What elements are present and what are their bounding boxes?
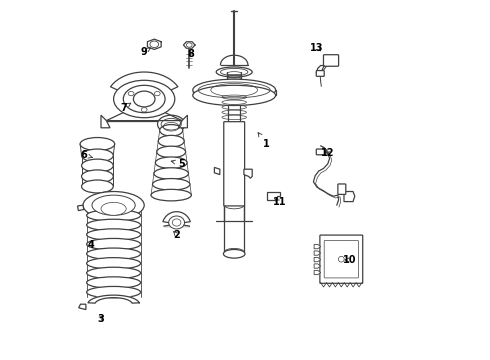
FancyBboxPatch shape <box>338 184 346 194</box>
Text: 2: 2 <box>173 230 180 240</box>
Polygon shape <box>344 192 355 202</box>
Text: 1: 1 <box>258 132 270 149</box>
Text: 12: 12 <box>321 148 335 158</box>
Polygon shape <box>147 39 161 49</box>
Ellipse shape <box>158 135 184 147</box>
Polygon shape <box>314 257 320 262</box>
Ellipse shape <box>87 287 141 298</box>
Polygon shape <box>314 264 320 268</box>
Ellipse shape <box>133 91 155 107</box>
Ellipse shape <box>87 248 141 260</box>
Text: 3: 3 <box>97 314 104 324</box>
Ellipse shape <box>186 43 192 47</box>
Text: 7: 7 <box>120 103 131 113</box>
Polygon shape <box>106 72 182 121</box>
Ellipse shape <box>193 85 275 105</box>
Ellipse shape <box>92 195 135 215</box>
Ellipse shape <box>128 91 134 96</box>
Polygon shape <box>316 66 324 73</box>
Polygon shape <box>215 167 220 175</box>
Ellipse shape <box>223 249 245 258</box>
Ellipse shape <box>154 168 189 179</box>
Text: 13: 13 <box>310 42 324 53</box>
Ellipse shape <box>151 189 192 201</box>
FancyBboxPatch shape <box>324 240 358 278</box>
Ellipse shape <box>154 91 160 96</box>
Polygon shape <box>88 295 139 303</box>
Text: 4: 4 <box>88 240 94 250</box>
Ellipse shape <box>87 219 141 231</box>
Ellipse shape <box>87 210 141 221</box>
Polygon shape <box>267 192 280 200</box>
Polygon shape <box>163 212 190 226</box>
Ellipse shape <box>193 79 275 101</box>
Ellipse shape <box>101 202 126 215</box>
Ellipse shape <box>160 125 183 136</box>
FancyBboxPatch shape <box>316 149 326 155</box>
Ellipse shape <box>81 159 113 172</box>
Ellipse shape <box>224 202 244 209</box>
Ellipse shape <box>169 216 185 229</box>
Polygon shape <box>314 244 320 249</box>
Polygon shape <box>183 42 195 48</box>
Ellipse shape <box>81 180 113 193</box>
Ellipse shape <box>81 170 113 183</box>
Ellipse shape <box>157 115 185 133</box>
Ellipse shape <box>150 41 159 48</box>
Polygon shape <box>79 304 86 310</box>
Ellipse shape <box>114 80 175 118</box>
Text: 5: 5 <box>172 159 185 169</box>
Ellipse shape <box>80 138 115 150</box>
Ellipse shape <box>157 146 186 158</box>
Ellipse shape <box>123 85 165 113</box>
Text: 10: 10 <box>343 255 356 265</box>
Text: 8: 8 <box>188 49 195 59</box>
Text: 6: 6 <box>80 150 93 160</box>
Polygon shape <box>314 270 320 275</box>
Ellipse shape <box>81 149 113 162</box>
Polygon shape <box>244 169 252 178</box>
FancyBboxPatch shape <box>316 71 324 76</box>
FancyBboxPatch shape <box>323 55 339 66</box>
Ellipse shape <box>87 229 141 240</box>
Ellipse shape <box>83 192 144 219</box>
Ellipse shape <box>87 238 141 250</box>
Polygon shape <box>77 205 84 211</box>
FancyBboxPatch shape <box>320 235 363 283</box>
Polygon shape <box>178 115 187 128</box>
Ellipse shape <box>216 67 252 77</box>
Ellipse shape <box>155 157 187 168</box>
Ellipse shape <box>87 258 141 269</box>
Ellipse shape <box>87 277 141 288</box>
FancyBboxPatch shape <box>224 122 245 206</box>
Text: 11: 11 <box>272 197 286 207</box>
Polygon shape <box>101 115 110 128</box>
Ellipse shape <box>87 267 141 279</box>
Polygon shape <box>314 251 320 255</box>
Text: 9: 9 <box>140 47 150 57</box>
Ellipse shape <box>224 248 244 256</box>
Ellipse shape <box>152 179 190 190</box>
Ellipse shape <box>141 108 147 112</box>
